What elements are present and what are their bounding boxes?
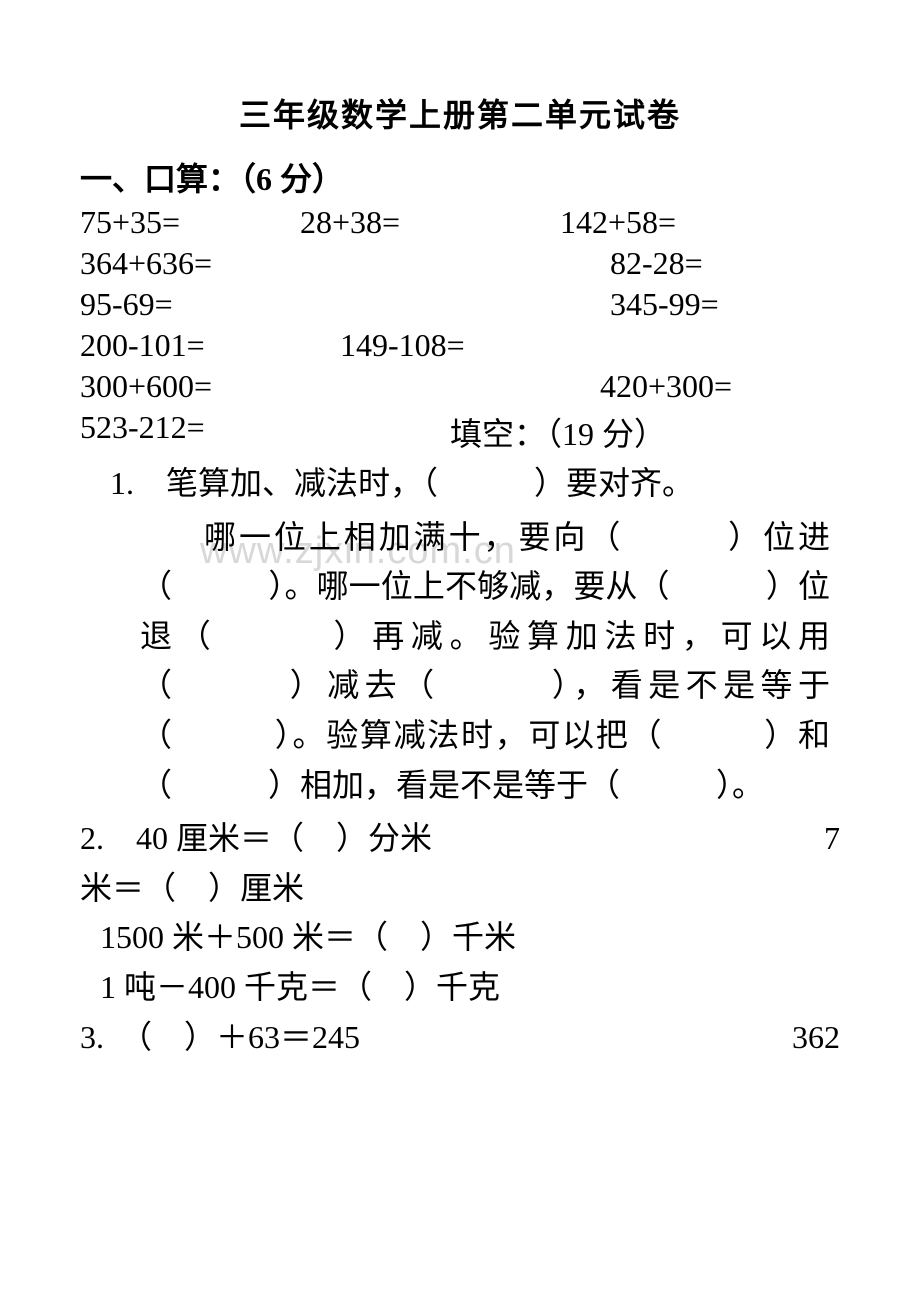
calc-item: 82-28= — [610, 245, 703, 282]
q2-part1-right: 7 — [824, 814, 840, 864]
calc-row-4: 200-101= 149-108= — [80, 327, 840, 364]
calc-item: 149-108= — [340, 327, 465, 364]
calc-row-2: 364+636= 82-28= — [80, 245, 840, 282]
question-2: 2. 40 厘米＝（ ）分米 7 米＝（ ）厘米 1500 米＋500 米＝（ … — [80, 814, 840, 1012]
calc-item: 95-69= — [80, 286, 610, 323]
q3-left: 3. （ ）＋63＝245 — [80, 1013, 360, 1063]
section2-header: 填空：（19 分） — [450, 409, 666, 455]
calc-item: 523-212= — [80, 409, 450, 455]
q2-part1-left: 2. 40 厘米＝（ ）分米 — [80, 814, 432, 864]
document-title: 三年级数学上册第二单元试卷 — [80, 90, 840, 136]
calc-row-1: 75+35= 28+38= 142+58= — [80, 204, 840, 241]
calc-row-3: 95-69= 345-99= — [80, 286, 840, 323]
q3-right: 362 — [792, 1013, 840, 1063]
calc-item: 345-99= — [610, 286, 719, 323]
question-1-body: 哪一位上相加满十，要向（ ）位进（ ）。哪一位上不够减，要从（ ）位退（ ）再减… — [80, 513, 840, 811]
section1-header: 一、口算：（6 分） — [80, 154, 840, 200]
calc-item: 364+636= — [80, 245, 610, 282]
calc-item: 300+600= — [80, 368, 600, 405]
calc-item: 200-101= — [80, 327, 340, 364]
question-1-line1: 1. 笔算加、减法时，（ ）要对齐。 — [80, 459, 840, 509]
q2-part3: 1 吨－400 千克＝（ ）千克 — [80, 963, 840, 1013]
calc-item: 142+58= — [560, 204, 676, 241]
q2-part2: 1500 米＋500 米＝（ ）千米 — [80, 913, 840, 963]
question-3: 3. （ ）＋63＝245 362 — [80, 1013, 840, 1063]
document-content: 三年级数学上册第二单元试卷 一、口算：（6 分） 75+35= 28+38= 1… — [80, 90, 840, 1062]
calc-item: 420+300= — [600, 368, 732, 405]
calc-item: 75+35= — [80, 204, 300, 241]
calc-row-6-and-section2: 523-212= 填空：（19 分） — [80, 409, 840, 455]
calc-item: 28+38= — [300, 204, 560, 241]
calc-row-5: 300+600= 420+300= — [80, 368, 840, 405]
q2-part1-continued: 米＝（ ）厘米 — [80, 864, 840, 914]
